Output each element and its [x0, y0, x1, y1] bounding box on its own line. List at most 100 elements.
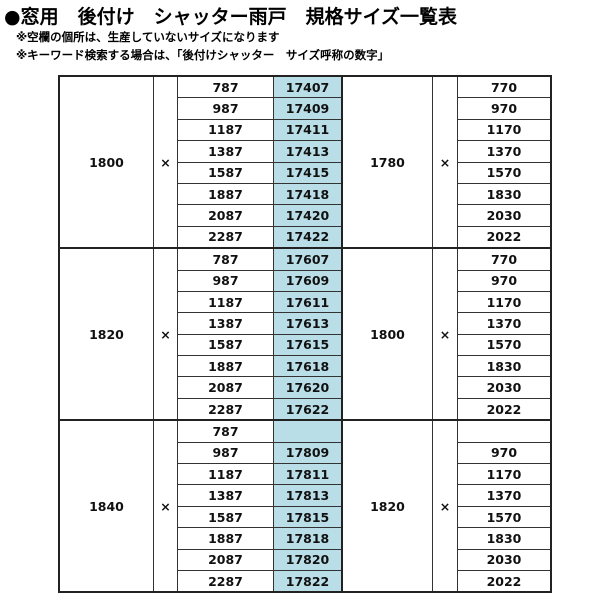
table-row: 1887 17818 1830 — [59, 527, 552, 550]
table-row: 1840 × 787 1820 × — [58, 419, 552, 593]
height-cell: 1830 — [457, 355, 552, 378]
table-row: 987 17809 970 — [59, 441, 552, 465]
size-group: 1800 × 787 17407 1780 × 770 987 17409 970 1187 1741… — [58, 75, 552, 249]
table-row: 2287 17622 2022 — [59, 397, 552, 421]
width-cell: 1187 — [177, 118, 274, 142]
multiply-sign: × — [432, 247, 458, 421]
table-row: 987 17609 970 — [59, 269, 552, 292]
multiply-sign: × — [153, 247, 178, 421]
size-code-cell: 17815 — [273, 505, 343, 529]
height-cell: 2030 — [457, 204, 552, 227]
height-cell: 770 — [457, 247, 552, 271]
height-cell: 2022 — [457, 397, 552, 421]
width-cell: 987 — [177, 97, 274, 120]
table-row: 1387 17613 1370 — [59, 312, 552, 335]
page-title: ●窓用 後付け シャッター雨戸 規格サイズ一覧表 — [4, 6, 458, 28]
height-cell: 1830 — [457, 527, 552, 550]
note-blank-cells: ※空欄の個所は、生産していないサイズになります — [16, 30, 280, 44]
width-cell: 1187 — [177, 463, 274, 486]
frame-width-cell: 1800 — [58, 75, 154, 249]
size-code-cell: 17609 — [273, 269, 343, 292]
size-code-cell: 17618 — [273, 355, 343, 378]
height-cell: 1830 — [457, 182, 552, 206]
note-keyword-search: ※キーワード検索する場合は、「後付けシャッター サイズ呼称の数字」 — [16, 48, 390, 62]
size-code-cell: 17809 — [273, 441, 343, 465]
frame-width-cell: 1840 — [58, 419, 154, 593]
size-code-cell: 17413 — [273, 140, 343, 163]
table-row: 1820 × 787 17607 1800 × 770 — [58, 247, 552, 421]
width-cell: 1587 — [177, 161, 274, 184]
frame-width-cell: 1820 — [58, 247, 154, 421]
size-code-cell: 17415 — [273, 161, 343, 184]
width-cell: 1187 — [177, 290, 274, 314]
size-code-cell: 17613 — [273, 312, 343, 335]
height-cell: 1370 — [457, 312, 552, 335]
multiply-sign: × — [153, 419, 178, 593]
height-cell: 1370 — [457, 484, 552, 507]
size-group: 1840 × 787 1820 × 987 17809 970 1187 17811 1170 138… — [58, 419, 552, 593]
table-row: 1587 17415 1570 — [59, 161, 552, 184]
table-row: 2287 17822 2022 — [59, 569, 552, 593]
table-row: 2087 17620 2030 — [59, 376, 552, 399]
size-code-cell: 17820 — [273, 548, 343, 571]
height-cell: 970 — [457, 97, 552, 120]
size-code-cell: 17813 — [273, 484, 343, 507]
table-row: 2087 17420 2030 — [59, 204, 552, 227]
width-cell: 787 — [177, 419, 274, 443]
height-cell: 1570 — [457, 333, 552, 357]
width-cell: 1887 — [177, 527, 274, 550]
width-cell: 2087 — [177, 376, 274, 399]
table-row: 1387 17413 1370 — [59, 140, 552, 163]
height-cell: 1170 — [457, 463, 552, 486]
width-cell: 1887 — [177, 182, 274, 206]
table-row: 1387 17813 1370 — [59, 484, 552, 507]
width-cell: 2287 — [177, 569, 274, 593]
height-cell: 1370 — [457, 140, 552, 163]
height-cell: 1170 — [457, 118, 552, 142]
frame-height-cell: 1820 — [341, 419, 433, 593]
width-cell: 2287 — [177, 397, 274, 421]
size-code-cell — [273, 419, 343, 443]
width-cell: 987 — [177, 269, 274, 292]
height-cell: 770 — [457, 75, 552, 99]
size-code-cell: 17622 — [273, 397, 343, 421]
table-row: 1587 17615 1570 — [59, 333, 552, 357]
size-code-cell: 17418 — [273, 182, 343, 206]
size-code-cell: 17409 — [273, 97, 343, 120]
height-cell: 1570 — [457, 505, 552, 529]
size-code-cell: 17422 — [273, 225, 343, 249]
width-cell: 1587 — [177, 505, 274, 529]
width-cell: 2087 — [177, 548, 274, 571]
width-cell: 1587 — [177, 333, 274, 357]
size-code-cell: 17615 — [273, 333, 343, 357]
height-cell: 2022 — [457, 225, 552, 249]
multiply-sign: × — [432, 75, 458, 249]
height-cell: 2030 — [457, 376, 552, 399]
size-code-cell: 17407 — [273, 75, 343, 99]
width-cell: 1387 — [177, 140, 274, 163]
size-code-cell: 17411 — [273, 118, 343, 142]
height-cell: 1170 — [457, 290, 552, 314]
size-code-cell: 17611 — [273, 290, 343, 314]
height-cell — [457, 419, 552, 443]
width-cell: 1387 — [177, 484, 274, 507]
size-table: 1800 × 787 17407 1780 × 770 987 17409 970 1187 1741… — [58, 75, 552, 593]
table-row: 1587 17815 1570 — [59, 505, 552, 529]
table-row: 2087 17820 2030 — [59, 548, 552, 571]
height-cell: 2022 — [457, 569, 552, 593]
width-cell: 2287 — [177, 225, 274, 249]
size-code-cell: 17818 — [273, 527, 343, 550]
size-code-cell: 17620 — [273, 376, 343, 399]
width-cell: 987 — [177, 441, 274, 465]
height-cell: 970 — [457, 269, 552, 292]
height-cell: 970 — [457, 441, 552, 465]
size-code-cell: 17607 — [273, 247, 343, 271]
height-cell: 2030 — [457, 548, 552, 571]
multiply-sign: × — [153, 75, 178, 249]
width-cell: 787 — [177, 75, 274, 99]
multiply-sign: × — [432, 419, 458, 593]
table-row: 1887 17618 1830 — [59, 355, 552, 378]
height-cell: 1570 — [457, 161, 552, 184]
width-cell: 1387 — [177, 312, 274, 335]
size-code-cell: 17420 — [273, 204, 343, 227]
